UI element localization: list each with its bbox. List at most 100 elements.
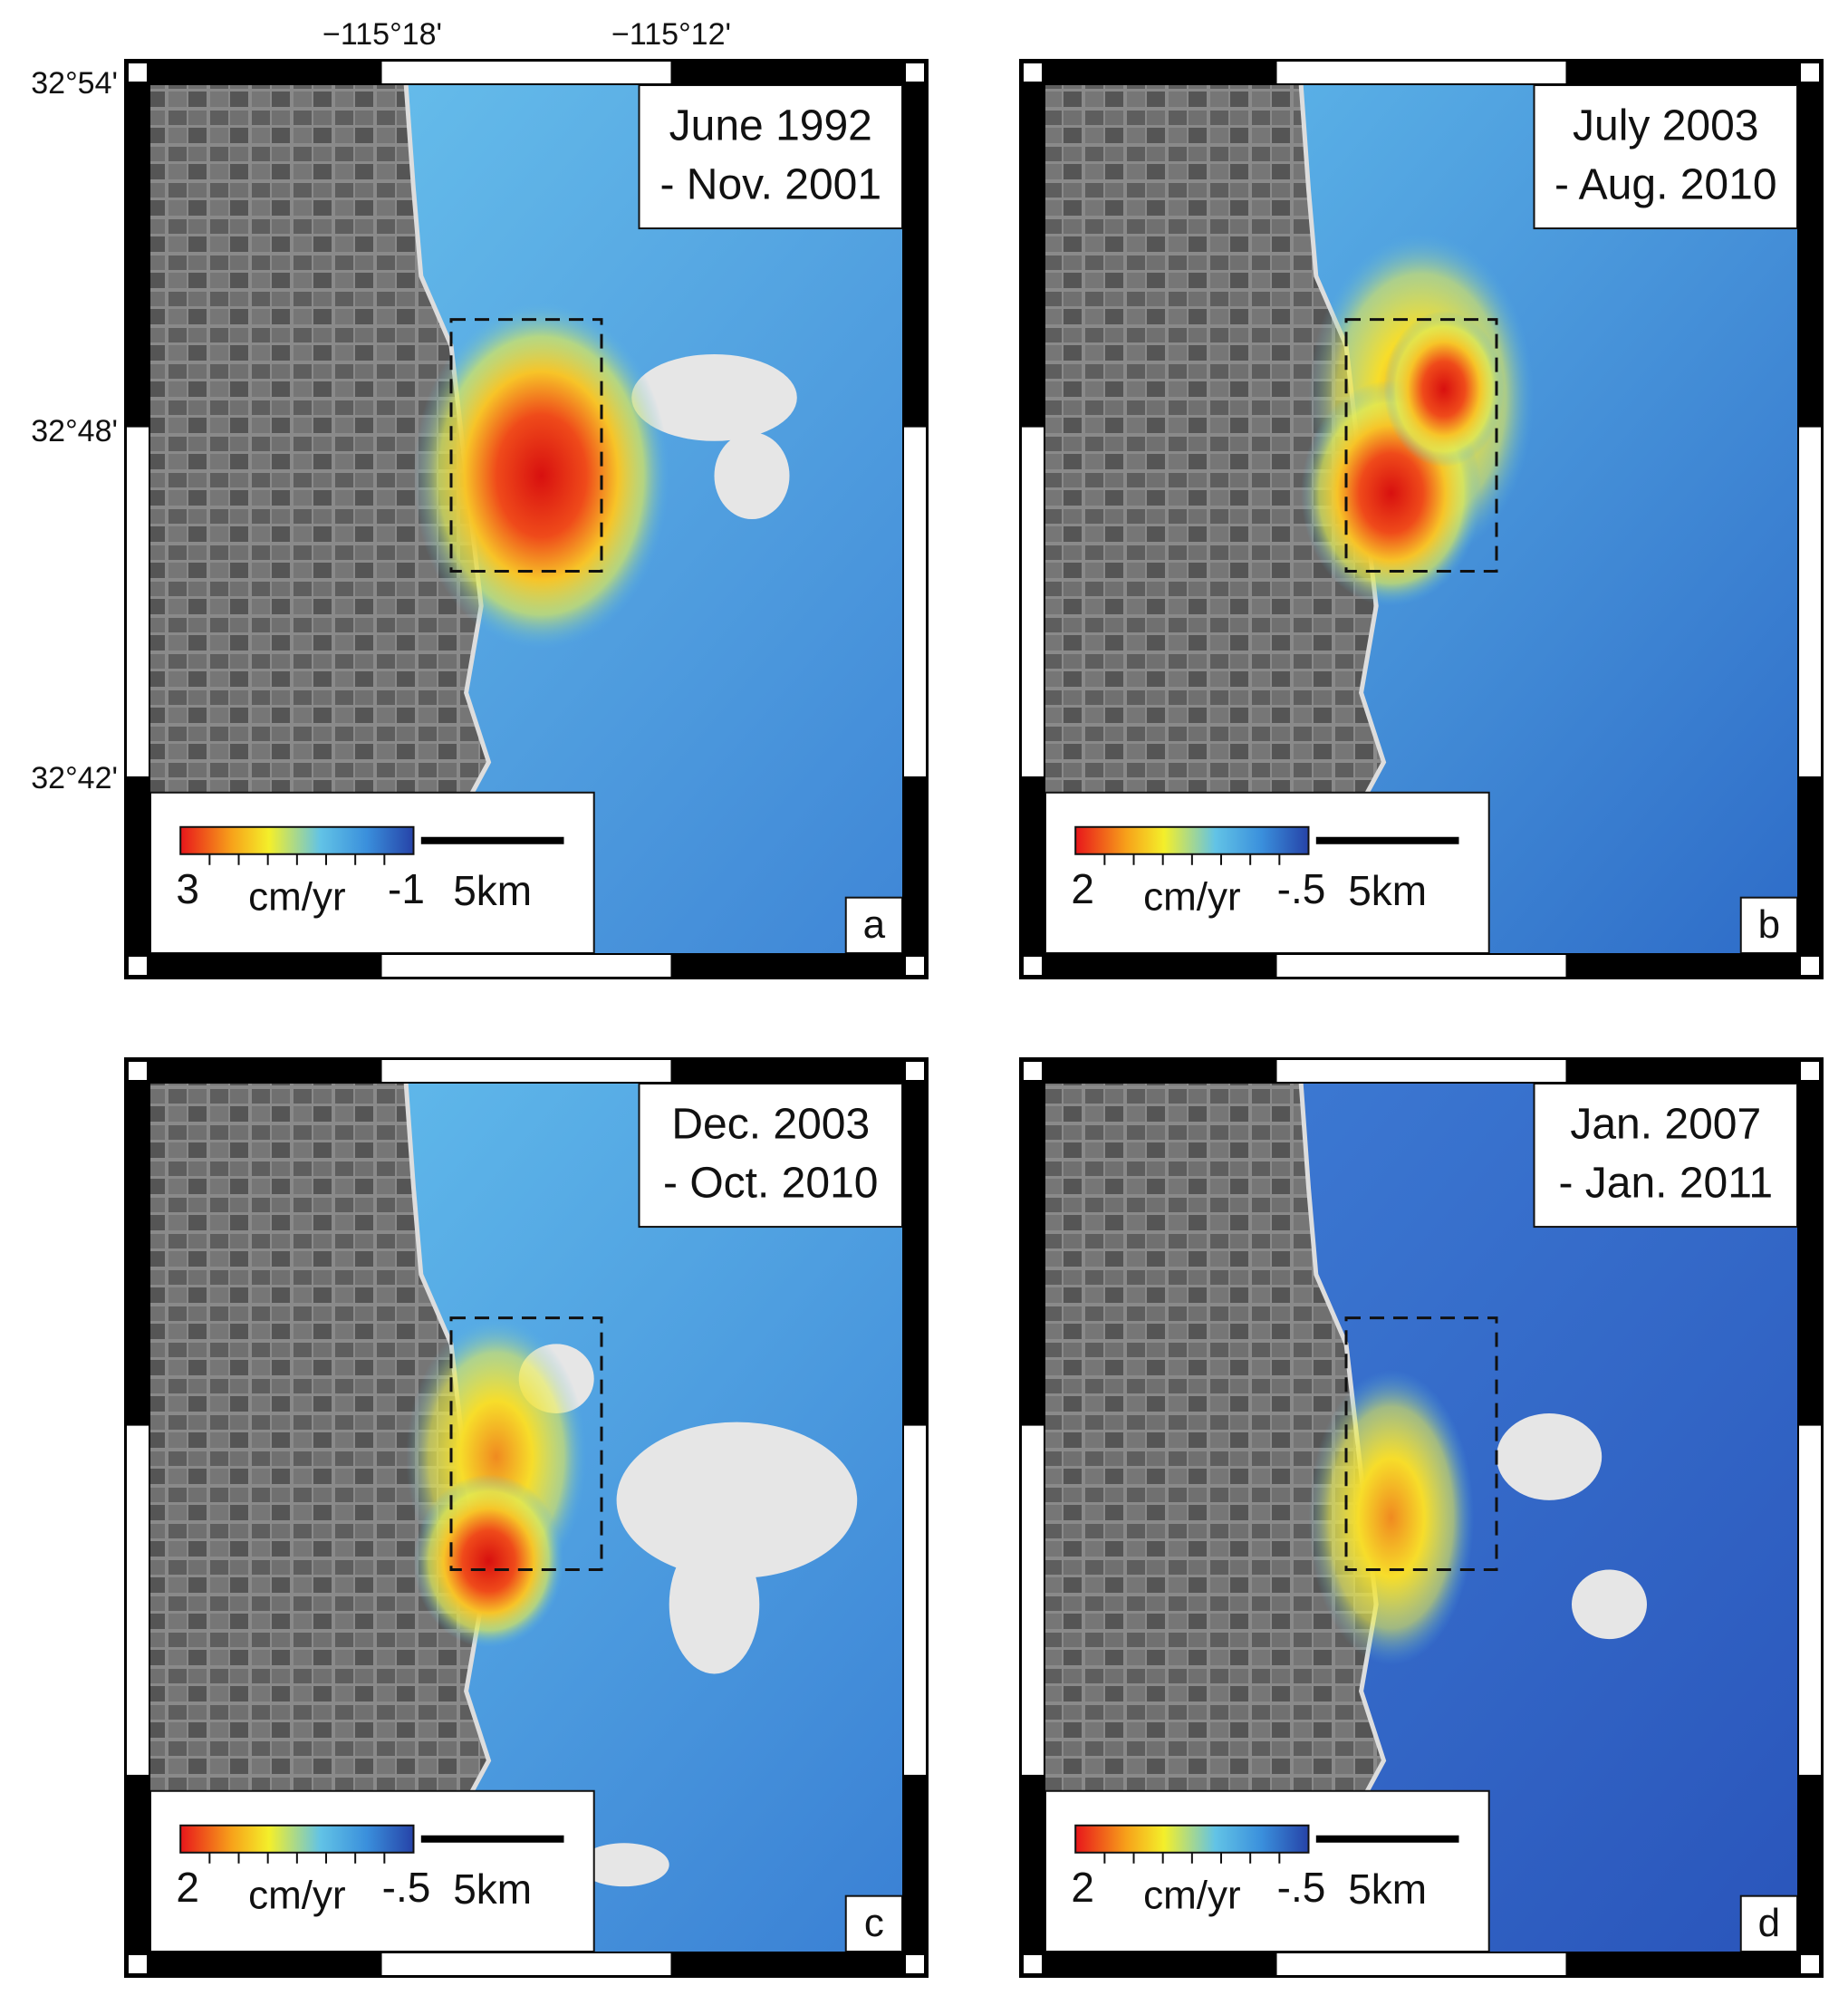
no-data-patch bbox=[579, 1843, 669, 1887]
letter-box bbox=[844, 896, 902, 953]
map-panel: Dec. 2003 - Oct. 2010 2 cm/yr -.5 5km c bbox=[124, 1057, 929, 1978]
frame-corner bbox=[1024, 957, 1042, 975]
y-axis-label: 32°54' bbox=[31, 66, 118, 101]
period-label: June 1992 bbox=[669, 102, 872, 150]
frame-segment bbox=[1022, 427, 1044, 776]
frame-segment bbox=[1276, 1060, 1566, 1082]
frame-corner bbox=[129, 63, 147, 82]
x-axis-label: −115°12' bbox=[611, 17, 731, 52]
frame-corner bbox=[1801, 63, 1819, 82]
colorbar-min: 2 bbox=[176, 1864, 199, 1911]
colorbar-unit: cm/yr bbox=[248, 1873, 346, 1917]
frame-corner bbox=[1024, 63, 1042, 82]
map-area: Dec. 2003 - Oct. 2010 2 cm/yr -.5 5km c bbox=[150, 1084, 902, 1952]
period-box bbox=[638, 1084, 902, 1229]
deformation bbox=[413, 1474, 564, 1648]
colorbar bbox=[1074, 1824, 1310, 1854]
deformation bbox=[1383, 311, 1505, 468]
frame-segment bbox=[1799, 1425, 1821, 1775]
no-data-patch bbox=[1497, 1413, 1603, 1500]
period-label: - Oct. 2010 bbox=[663, 1160, 878, 1208]
map-panel: July 2003 - Aug. 2010 2 cm/yr -.5 5km b bbox=[1019, 59, 1824, 979]
period-box bbox=[1533, 1084, 1797, 1229]
colorbar-min: 2 bbox=[1071, 1864, 1094, 1911]
scale-label: 5km bbox=[453, 1865, 532, 1913]
frame-segment bbox=[1276, 62, 1566, 83]
deformation bbox=[1308, 1370, 1475, 1665]
period-label: - Aug. 2010 bbox=[1554, 161, 1777, 209]
no-data-patch bbox=[714, 432, 790, 519]
land bbox=[150, 1084, 489, 1952]
colorbar bbox=[179, 1824, 415, 1854]
study-box bbox=[1344, 1316, 1498, 1571]
frame-corner bbox=[129, 1062, 147, 1080]
period-label: July 2003 bbox=[1573, 102, 1758, 150]
letter-box bbox=[1739, 1894, 1797, 1952]
map-area: June 1992 - Nov. 2001 3 cm/yr -1 5km a bbox=[150, 85, 902, 953]
panel-letter: c bbox=[864, 1901, 884, 1945]
frame-corner bbox=[906, 957, 924, 975]
colorbar-max: -.5 bbox=[382, 1864, 431, 1911]
colorbar-unit: cm/yr bbox=[248, 874, 346, 919]
y-axis-label: 32°42' bbox=[31, 761, 118, 795]
legend-box bbox=[1045, 791, 1490, 953]
period-label: Dec. 2003 bbox=[671, 1101, 870, 1149]
colorbar bbox=[1074, 825, 1310, 855]
colorbar bbox=[179, 825, 415, 855]
colorbar-unit: cm/yr bbox=[1143, 1873, 1241, 1917]
colorbar-max: -1 bbox=[388, 865, 425, 912]
deformation bbox=[413, 302, 669, 650]
letter-box bbox=[1739, 896, 1797, 953]
frame-segment bbox=[127, 1425, 149, 1775]
map-panel: June 1992 - Nov. 2001 3 cm/yr -1 5km a bbox=[124, 59, 929, 979]
frame-segment bbox=[381, 62, 671, 83]
no-data-patch bbox=[616, 1422, 858, 1579]
period-box bbox=[1533, 85, 1797, 230]
legend-box bbox=[150, 791, 595, 953]
legend-box bbox=[1045, 1789, 1490, 1952]
frame-corner bbox=[129, 1955, 147, 1973]
frame-corner bbox=[1024, 1955, 1042, 1973]
study-box bbox=[449, 1316, 603, 1571]
frame-segment bbox=[381, 1953, 671, 1975]
frame-corner bbox=[1801, 957, 1819, 975]
frame-segment bbox=[381, 955, 671, 977]
frame-segment bbox=[127, 427, 149, 776]
frame-segment bbox=[1022, 1425, 1044, 1775]
letter-box bbox=[844, 1894, 902, 1952]
colorbar-max: -.5 bbox=[1277, 865, 1326, 912]
frame-corner bbox=[1801, 1062, 1819, 1080]
frame-segment bbox=[904, 1425, 926, 1775]
period-box bbox=[638, 85, 902, 230]
frame-corner bbox=[906, 63, 924, 82]
frame-corner bbox=[906, 1062, 924, 1080]
frame-corner bbox=[1801, 1955, 1819, 1973]
map-area: July 2003 - Aug. 2010 2 cm/yr -.5 5km b bbox=[1045, 85, 1797, 953]
frame-segment bbox=[1276, 955, 1566, 977]
legend-box bbox=[150, 1789, 595, 1952]
land bbox=[1045, 1084, 1384, 1952]
colorbar-min: 2 bbox=[1071, 865, 1094, 912]
y-axis-label: 32°48' bbox=[31, 414, 118, 448]
frame-segment bbox=[904, 427, 926, 776]
no-data-patch bbox=[669, 1535, 760, 1674]
map-panel: Jan. 2007 - Jan. 2011 2 cm/yr -.5 5km d bbox=[1019, 1057, 1824, 1978]
map-area: Jan. 2007 - Jan. 2011 2 cm/yr -.5 5km d bbox=[1045, 1084, 1797, 1952]
period-label: - Jan. 2011 bbox=[1558, 1160, 1773, 1208]
no-data-patch bbox=[1572, 1569, 1647, 1640]
period-label: - Nov. 2001 bbox=[659, 161, 881, 209]
study-box bbox=[449, 318, 603, 573]
panel-letter: a bbox=[863, 902, 886, 947]
scale-label: 5km bbox=[453, 867, 532, 914]
frame-corner bbox=[906, 1955, 924, 1973]
frame-corner bbox=[129, 957, 147, 975]
land bbox=[1045, 85, 1384, 953]
scale-label: 5km bbox=[1348, 1865, 1427, 1913]
panel-letter: b bbox=[1758, 902, 1780, 947]
colorbar-min: 3 bbox=[176, 865, 199, 912]
study-box bbox=[1344, 318, 1498, 573]
panel-letter: d bbox=[1758, 1901, 1780, 1945]
period-label: Jan. 2007 bbox=[1570, 1101, 1761, 1149]
scale-label: 5km bbox=[1348, 867, 1427, 914]
